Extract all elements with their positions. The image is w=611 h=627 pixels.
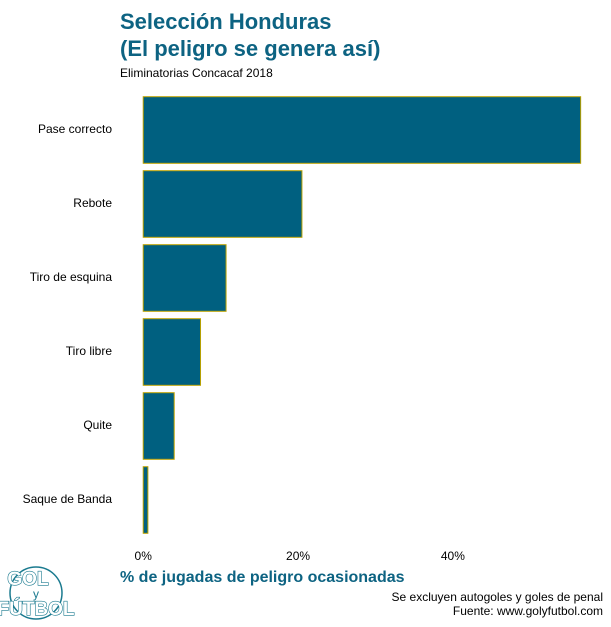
y-tick-label: Quite <box>83 418 112 432</box>
x-axis-title: % de jugadas de peligro ocasionadas <box>120 569 405 586</box>
y-tick-label: Rebote <box>73 196 112 210</box>
bar <box>142 170 303 238</box>
chart-subtitle: Eliminatorias Concacaf 2018 <box>120 66 273 80</box>
x-tick-label: 0% <box>135 549 153 563</box>
x-tick-label: 20% <box>286 549 310 563</box>
logo-ring <box>9 566 63 620</box>
y-tick-label: Tiro de esquina <box>30 270 113 284</box>
y-tick-label: Tiro libre <box>66 344 113 358</box>
bar <box>142 96 582 164</box>
bar <box>142 466 149 534</box>
chart-title: (El peligro se genera así) <box>120 36 380 61</box>
logo-text: GOL <box>7 569 49 590</box>
caption: Fuente: www.golyfutbol.com <box>453 604 603 618</box>
y-tick-label: Pase correcto <box>38 122 112 136</box>
bar <box>142 244 227 312</box>
bar <box>142 392 175 460</box>
logo-text: y <box>33 587 39 601</box>
logo-text: FÚTBOL <box>0 598 75 620</box>
bar <box>142 318 202 386</box>
caption: Se excluyen autogoles y goles de penal <box>392 590 603 604</box>
chart-title: Selección Honduras <box>120 9 332 34</box>
y-tick-label: Saque de Banda <box>23 492 113 506</box>
x-tick-label: 40% <box>441 549 465 563</box>
